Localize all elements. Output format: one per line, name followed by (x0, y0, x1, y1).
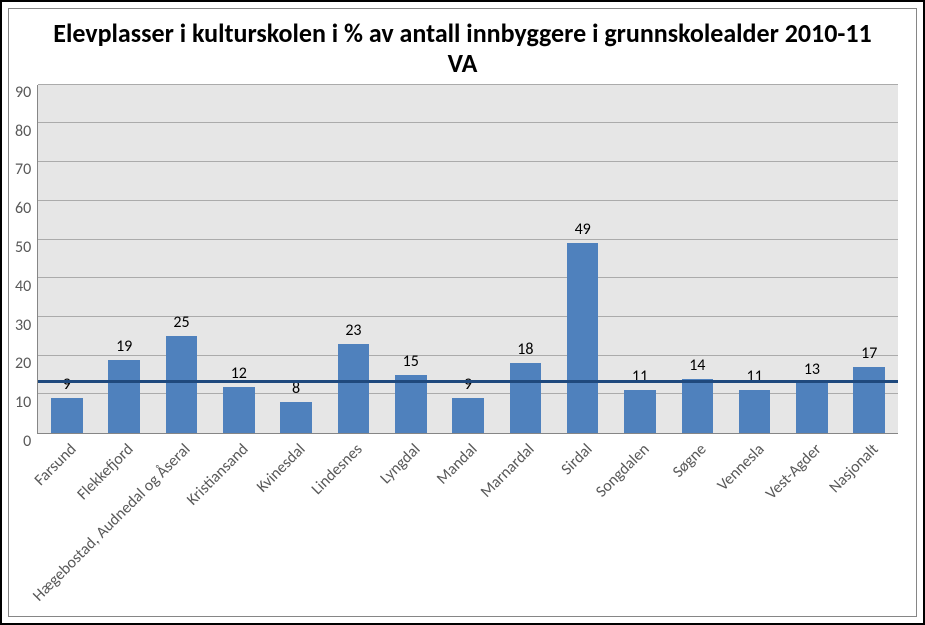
bar-value-label: 9 (63, 375, 71, 394)
bar-value-label: 17 (861, 344, 877, 363)
bar-value-label: 9 (464, 375, 472, 394)
x-axis: FarsundFlekkefjordHægebostad, Audnedal o… (15, 438, 898, 608)
bar-value-label: 11 (632, 367, 648, 386)
bar: 11 (739, 390, 771, 433)
x-labels-container: FarsundFlekkefjordHægebostad, Audnedal o… (38, 438, 898, 608)
bar: 25 (166, 336, 198, 433)
x-label-slot: Kvinesdal (267, 438, 324, 608)
bar: 12 (223, 387, 255, 433)
bar-value-label: 14 (689, 356, 705, 375)
x-axis-spacer (15, 438, 38, 608)
reference-line (38, 380, 898, 383)
plot-wrap: 9080706050403020100 9 19 25 12 8 23 15 9 18 49 11 1… (9, 85, 916, 616)
y-axis: 9080706050403020100 (15, 85, 37, 434)
bar-value-label: 23 (345, 321, 361, 340)
x-tick-label: Lyngdal (376, 440, 424, 488)
x-tick-label: Søgne (669, 440, 711, 482)
bar: 11 (624, 390, 656, 433)
x-tick-label: Sirdal (557, 440, 596, 479)
bar: 23 (338, 344, 370, 433)
bar-value-label: 19 (116, 337, 132, 356)
x-tick-label: Farsund (30, 440, 80, 490)
plot-row: 9080706050403020100 9 19 25 12 8 23 15 9 18 49 11 1… (15, 85, 898, 434)
x-label-slot: Marnardal (497, 438, 554, 608)
bar-value-label: 25 (173, 313, 189, 332)
x-label-slot: Søgne (669, 438, 726, 608)
bar: 19 (108, 360, 140, 434)
x-label-slot: Sirdal (554, 438, 611, 608)
bar: 17 (853, 367, 885, 433)
plot-area: 9 19 25 12 8 23 15 9 18 49 11 14 11 13 17 (37, 85, 898, 434)
x-label-slot: Vest-Agder (783, 438, 840, 608)
chart-title: Elevplasser i kulturskolen i % av antall… (9, 9, 916, 85)
bar: 13 (796, 383, 828, 433)
x-label-slot: Hægebostad, Audnedal og Åseral (153, 438, 210, 608)
x-label-slot: Lindesnes (325, 438, 382, 608)
bar-value-label: 18 (517, 340, 533, 359)
chart-outer-frame: Elevplasser i kulturskolen i % av antall… (0, 0, 925, 625)
bar: 8 (280, 402, 312, 433)
bar: 14 (682, 379, 714, 433)
bar: 9 (452, 398, 484, 433)
bar-value-label: 13 (804, 360, 820, 379)
bar: 18 (510, 363, 542, 433)
bar-value-label: 49 (575, 220, 591, 239)
chart-inner-frame: Elevplasser i kulturskolen i % av antall… (8, 8, 917, 617)
bar: 9 (51, 398, 83, 433)
x-label-slot: Kristiansand (210, 438, 267, 608)
bar-value-label: 15 (403, 352, 419, 371)
x-label-slot: Nasjonalt (841, 438, 898, 608)
x-label-slot: Lyngdal (382, 438, 439, 608)
bar: 15 (395, 375, 427, 433)
x-label-slot: Vennesla (726, 438, 783, 608)
bar-value-label: 11 (747, 367, 763, 386)
x-label-slot: Songdalen (611, 438, 668, 608)
x-label-slot: Mandal (439, 438, 496, 608)
bar: 49 (567, 243, 599, 433)
x-tick-label: Mandal (433, 440, 481, 488)
